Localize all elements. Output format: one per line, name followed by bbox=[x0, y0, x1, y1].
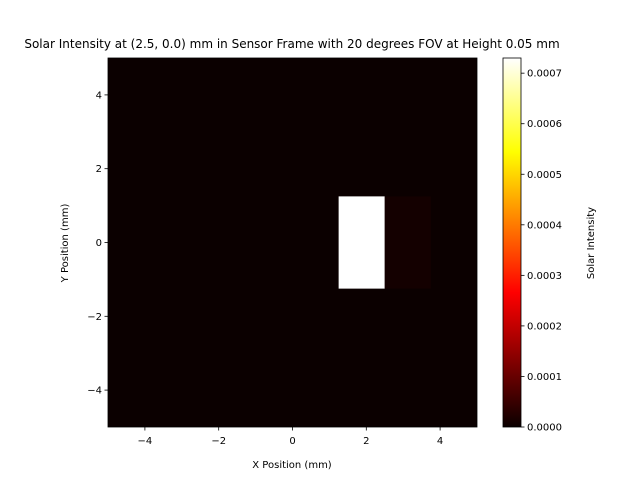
y-tick-label: −4 bbox=[87, 386, 102, 397]
y-tick-label: 2 bbox=[96, 164, 102, 175]
heatmap-cells bbox=[338, 196, 431, 289]
heatmap-cell-0 bbox=[338, 196, 385, 289]
y-axis-ticks: −4 −2 0 2 4 bbox=[87, 90, 108, 397]
x-tick-label: −2 bbox=[211, 436, 226, 447]
colorbar-tick-label: 0.0003 bbox=[527, 271, 562, 282]
colorbar-tick-label: 0.0007 bbox=[527, 69, 562, 80]
colorbar-tick-label: 0.0004 bbox=[527, 220, 562, 231]
y-tick-label: −2 bbox=[87, 312, 102, 323]
y-tick-label: 4 bbox=[96, 90, 102, 101]
colorbar: 0.0000 0.0001 0.0002 0.0003 0.0004 0.0005 0.00… bbox=[502, 57, 597, 434]
x-tick-label: 2 bbox=[363, 436, 369, 447]
x-tick-label: 0 bbox=[289, 436, 295, 447]
colorbar-tick-label: 0.0001 bbox=[527, 372, 562, 383]
colorbar-tick-label: 0.0000 bbox=[527, 423, 562, 434]
colorbar-tick-label: 0.0005 bbox=[527, 170, 562, 181]
plot-area bbox=[107, 57, 478, 428]
colorbar-ticks: 0.0000 0.0001 0.0002 0.0003 0.0004 0.0005 0.00… bbox=[521, 69, 562, 434]
colorbar-tick-label: 0.0006 bbox=[527, 119, 562, 130]
x-axis-label: X Position (mm) bbox=[252, 460, 332, 471]
colorbar-label: Solar Intensity bbox=[586, 207, 597, 279]
colorbar-gradient bbox=[503, 58, 521, 427]
x-axis-ticks: −4 −2 0 2 4 bbox=[138, 427, 443, 447]
colorbar-tick-label: 0.0002 bbox=[527, 321, 562, 332]
x-tick-label: 4 bbox=[437, 436, 443, 447]
chart-title: Solar Intensity at (2.5, 0.0) mm in Sens… bbox=[24, 37, 559, 51]
x-tick-label: −4 bbox=[138, 436, 153, 447]
colorbar-frame bbox=[502, 57, 522, 428]
y-axis-label: Y Position (mm) bbox=[60, 204, 71, 284]
heatmap-cell-1 bbox=[384, 196, 431, 289]
y-tick-label: 0 bbox=[96, 238, 102, 249]
